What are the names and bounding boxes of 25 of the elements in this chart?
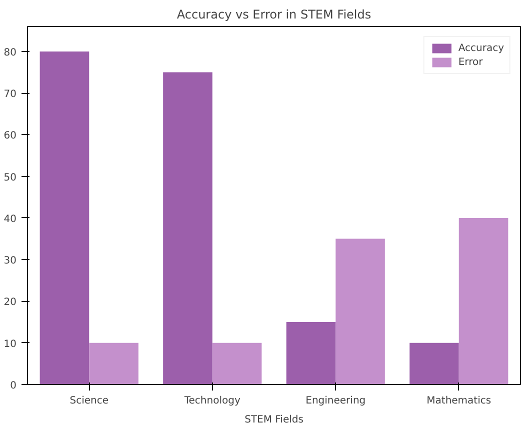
y-tick-label: 20: [4, 297, 17, 308]
y-tick-label: 50: [4, 172, 17, 184]
y-tick-label: 40: [4, 214, 17, 225]
x-tick-label: Technology: [183, 396, 240, 406]
y-tick-label: 70: [4, 89, 17, 100]
bar: [458, 218, 508, 384]
y-tick-label: 0: [10, 380, 17, 392]
legend-label: Accuracy: [458, 42, 504, 54]
chart-title: Accuracy vs Error in STEM Fields: [176, 8, 372, 22]
y-tick-label: 60: [4, 130, 17, 142]
bar: [212, 342, 262, 384]
x-tick-label: Science: [70, 396, 109, 406]
bar: [89, 342, 138, 384]
x-axis-title: STEM Fields: [244, 414, 304, 426]
bar: [336, 238, 385, 384]
bar: [410, 342, 459, 384]
bar: [163, 72, 212, 384]
x-tick-label: Mathematics: [426, 396, 492, 406]
bar: [40, 51, 90, 384]
legend-label: Error: [458, 56, 483, 68]
x-tick-label: Engineering: [306, 396, 366, 406]
y-tick-label: 10: [4, 338, 17, 350]
y-tick-label: 80: [4, 47, 17, 58]
y-tick-label: 30: [4, 256, 17, 267]
bar: [286, 322, 336, 384]
